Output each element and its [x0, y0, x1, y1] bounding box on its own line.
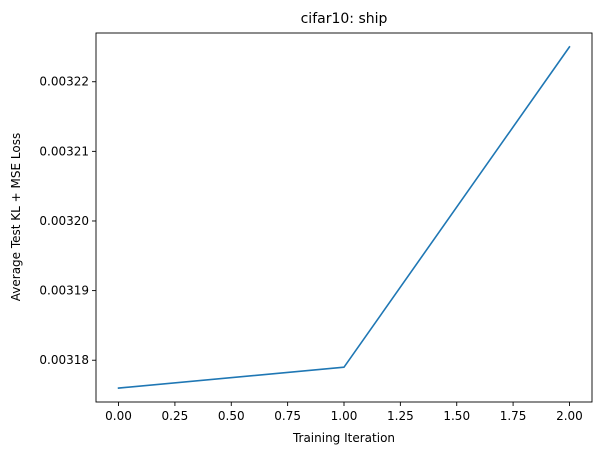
- x-tick-label: 0.75: [274, 409, 301, 423]
- series-line-0: [117, 45, 571, 389]
- y-tick-label: 0.00321: [39, 144, 89, 158]
- series-layer: [117, 45, 571, 389]
- y-tick-label: 0.00322: [39, 75, 89, 89]
- x-axis: 0.00 0.25 0.50 0.75 1.00 1.25 1.50 1.75 2.00: [105, 402, 583, 423]
- x-tick-label: 2.00: [556, 409, 583, 423]
- chart-title: cifar10: ship: [301, 11, 388, 27]
- plot-area: [95, 32, 593, 403]
- y-tick-label: 0.00320: [39, 214, 89, 228]
- y-tick-label: 0.00319: [39, 284, 89, 298]
- y-axis-label: Average Test KL + MSE Loss: [9, 133, 23, 301]
- y-tick-label: 0.00318: [39, 353, 89, 367]
- x-tick-label: 1.75: [500, 409, 527, 423]
- x-tick-label: 1.50: [443, 409, 470, 423]
- y-axis: 0.00318 0.00319 0.00320 0.00321 0.00322: [39, 75, 96, 367]
- x-tick-label: 0.25: [162, 409, 189, 423]
- x-tick-label: 1.00: [331, 409, 358, 423]
- x-tick-label: 1.25: [387, 409, 414, 423]
- x-tick-label: 0.50: [218, 409, 245, 423]
- x-axis-label: Training Iteration: [292, 431, 395, 445]
- x-tick-label: 0.00: [105, 409, 132, 423]
